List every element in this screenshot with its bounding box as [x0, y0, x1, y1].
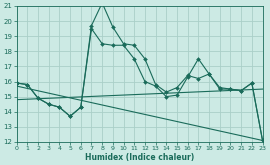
- X-axis label: Humidex (Indice chaleur): Humidex (Indice chaleur): [85, 152, 194, 162]
